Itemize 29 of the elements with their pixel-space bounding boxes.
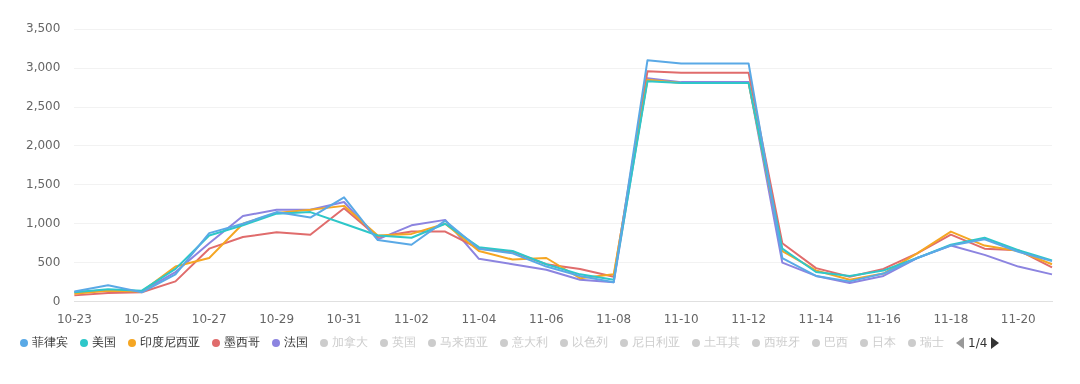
x-tick-label: 11-10 bbox=[663, 311, 699, 326]
y-tick-label: 500 bbox=[37, 254, 61, 269]
x-tick-label: 11-06 bbox=[528, 311, 564, 326]
x-tick-label: 11-18 bbox=[933, 311, 969, 326]
y-tick-label: 3,500 bbox=[25, 21, 61, 36]
text: 1/4 bbox=[968, 335, 988, 350]
x-tick-label: 10-29 bbox=[259, 311, 295, 326]
x-tick-label: 10-31 bbox=[326, 311, 362, 326]
legend-label: 法国 bbox=[283, 334, 308, 351]
x-tick-label: 11-20 bbox=[1000, 311, 1036, 326]
x-tick-label: 10-23 bbox=[56, 311, 92, 326]
y-tick-label: 0 bbox=[52, 293, 61, 308]
x-tick-label: 11-16 bbox=[866, 311, 901, 326]
x-tick-label: 11-12 bbox=[731, 311, 767, 326]
y-tick-label: 1,500 bbox=[25, 176, 61, 191]
y-tick-label: 1,000 bbox=[25, 215, 61, 230]
x-tick-label: 11-08 bbox=[596, 311, 632, 326]
y-tick-label: 2,500 bbox=[25, 99, 61, 114]
y-tick-label: 2,000 bbox=[25, 138, 61, 153]
legend-label: 墨西哥 bbox=[223, 334, 260, 351]
y-tick-label: 3,000 bbox=[25, 60, 61, 75]
x-tick-label: 11-14 bbox=[798, 311, 834, 326]
legend-label: 美国 bbox=[91, 334, 116, 351]
legend-label: 菲律宾 bbox=[31, 334, 68, 351]
x-tick-label: 11-04 bbox=[461, 311, 497, 326]
legend-label: 印度尼西亚 bbox=[139, 334, 200, 351]
x-tick-label: 11-02 bbox=[394, 311, 429, 326]
x-tick-label: 10-25 bbox=[124, 311, 160, 326]
x-tick-label: 10-27 bbox=[191, 311, 227, 326]
